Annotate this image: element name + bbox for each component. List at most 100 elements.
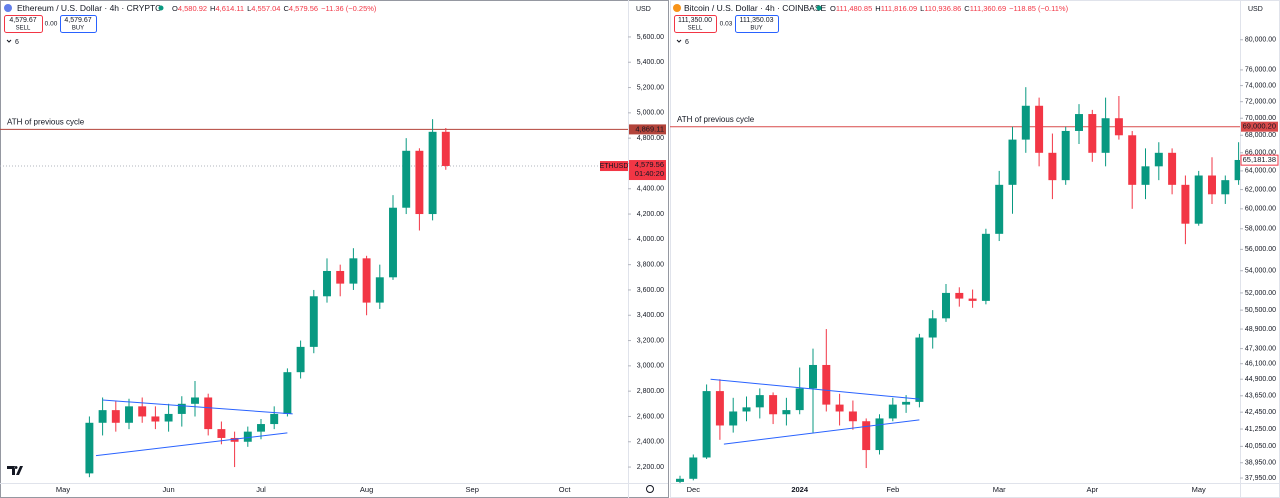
x-tick-label: May — [1192, 485, 1206, 494]
y-tick-label: 66,000.00 — [1245, 150, 1276, 157]
buy-label: BUY — [750, 26, 762, 32]
x-tick-label: Oct — [559, 485, 572, 494]
sell-label: SELL — [688, 26, 703, 32]
y-tick-label: 2,800.00 — [637, 388, 664, 395]
y-tick-label: 54,000.00 — [1245, 268, 1276, 275]
ohlc-header: O4,580.92 H4,614.11 L4,557.04 C4,579.56 −11.… — [172, 4, 377, 13]
ohlc-value: 4,579.56 — [289, 4, 318, 13]
y-tick-label: 3,400.00 — [637, 312, 664, 319]
y-tick-label: 2,400.00 — [637, 439, 664, 446]
y-tick-label: 50,500.00 — [1245, 307, 1276, 314]
y-tick-label: 3,800.00 — [637, 261, 664, 268]
y-tick-label: 72,000.00 — [1245, 99, 1276, 106]
symbol-icon — [4, 4, 12, 12]
sell-label: SELL — [16, 26, 31, 32]
candle-body — [336, 270, 345, 284]
candle-body — [769, 395, 778, 415]
y-tick-label: 3,200.00 — [637, 337, 664, 344]
candle-body — [1035, 105, 1044, 153]
candle-body — [822, 364, 831, 405]
buy-button[interactable] — [60, 15, 97, 33]
sell-button[interactable] — [4, 15, 43, 33]
ohlc-value: 4,614.11 — [215, 4, 244, 13]
candle-body — [415, 150, 424, 215]
ohlc-header: O111,480.85 H111,816.09 L110,936.86 C111,36… — [830, 4, 1069, 13]
spread: 0.03 — [720, 21, 733, 28]
x-tick-label: Mar — [993, 485, 1006, 494]
candle-body — [1168, 152, 1177, 185]
candle-body — [283, 372, 292, 414]
y-tick-label: 37,950.00 — [1245, 475, 1276, 482]
ohlc-key: H — [210, 4, 215, 13]
ohlc-value: 4,580.92 — [178, 4, 207, 13]
candle-body — [296, 346, 305, 373]
candle-body — [928, 318, 937, 338]
candle-body — [702, 391, 711, 458]
last-price-label: 65,181.38 — [1243, 155, 1276, 164]
title-text: Bitcoin / U.S. Dollar · 4h · COINBASE — [684, 3, 827, 13]
ohlc-key: C — [283, 4, 289, 13]
buy-button[interactable] — [735, 15, 779, 33]
candle-body — [1021, 105, 1030, 140]
y-tick-label: 43,650.00 — [1245, 393, 1276, 400]
ohlc-key: O — [830, 4, 836, 13]
indicator-chevron[interactable] — [6, 39, 12, 43]
trendline — [710, 378, 920, 400]
candle-body — [389, 207, 397, 278]
tradingview-logo — [7, 466, 23, 475]
candle-body — [1061, 130, 1070, 181]
ath-price-label: 69,000.20 — [1243, 122, 1276, 131]
plot: ATH of previous cycle — [670, 87, 1240, 483]
trendline — [723, 419, 920, 445]
market-status — [816, 5, 822, 11]
candle-body — [138, 406, 147, 417]
countdown: 01:40:20 — [635, 169, 664, 178]
trendline — [102, 399, 293, 415]
currency: USD — [1248, 6, 1263, 13]
indicator-count: 6 — [15, 39, 19, 46]
y-tick-label: 4,200.00 — [637, 211, 664, 218]
y-tick-label: 4,000.00 — [637, 236, 664, 243]
ohlc-value: 111,360.69 — [970, 4, 1006, 13]
ohlc-key: O — [172, 4, 178, 13]
y-tick-label: 70,000.00 — [1245, 115, 1276, 122]
candle-body — [1194, 175, 1203, 224]
candle-body — [729, 411, 738, 426]
currency: USD — [636, 6, 651, 13]
title-text: Ethereum / U.S. Dollar · 4h · CRYPTO — [17, 3, 162, 13]
sell-button[interactable] — [674, 15, 717, 33]
symbol-icon — [673, 4, 681, 12]
candle-body — [111, 410, 120, 423]
candle-body — [217, 429, 226, 438]
y-tick-label: 3,600.00 — [637, 287, 664, 294]
last-price-label: 4,579.56 — [635, 160, 664, 169]
y-tick-label: 74,000.00 — [1245, 82, 1276, 89]
x-tick-label: Aug — [360, 485, 373, 494]
ohlc-value: 4,557.04 — [251, 4, 280, 13]
y-tick-label: 5,200.00 — [637, 84, 664, 91]
y-tick-label: 58,000.00 — [1245, 226, 1276, 233]
y-tick-label: 62,000.00 — [1245, 186, 1276, 193]
candle-body — [375, 277, 384, 303]
chart-title: Bitcoin / U.S. Dollar · 4h · COINBASE — [684, 3, 827, 13]
indicator-chevron[interactable] — [676, 39, 682, 43]
candle-body — [1208, 175, 1216, 195]
candle-body — [875, 418, 884, 451]
trendline — [95, 432, 288, 457]
candle-body — [230, 437, 239, 442]
last-price-tag — [629, 160, 666, 181]
candle-body — [809, 364, 817, 389]
plot: ATH of previous cycle — [0, 118, 628, 478]
ohlc-value: 111,816.09 — [881, 4, 917, 13]
candle-body — [955, 292, 964, 299]
candle-body — [323, 270, 331, 297]
btc-panel — [670, 0, 1280, 498]
ohlc-key: C — [964, 4, 970, 13]
y-tick-label: 2,200.00 — [637, 464, 664, 471]
y-tick-label: 3,000.00 — [637, 363, 664, 370]
eth-panel — [0, 0, 669, 498]
x-tick-label: May — [56, 485, 70, 494]
settings-icon[interactable] — [646, 485, 654, 493]
candle-body — [1114, 118, 1123, 136]
candle-body — [362, 258, 371, 303]
